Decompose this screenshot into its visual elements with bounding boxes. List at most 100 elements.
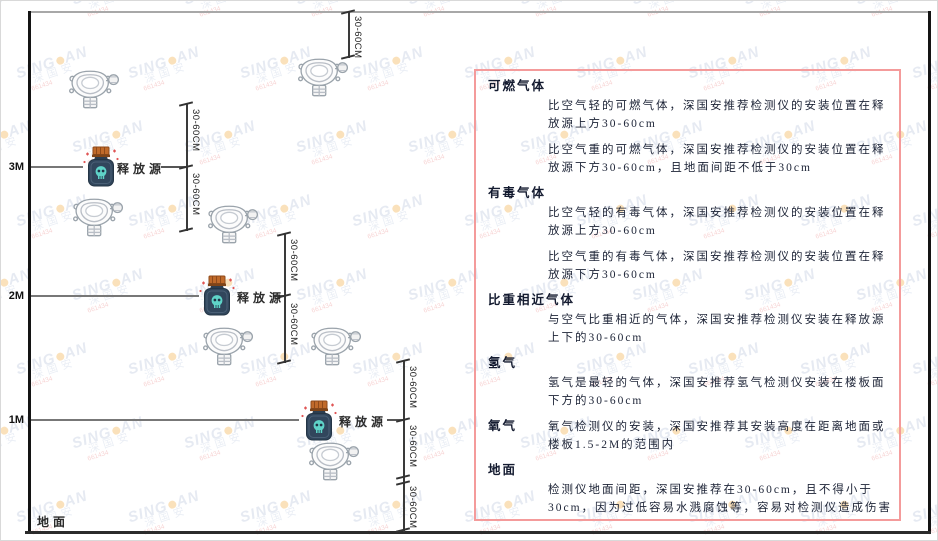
gas-detector-icon [203,327,254,366]
release-source [198,275,236,317]
dim-tick [276,359,292,365]
level-line-3m [31,166,83,168]
watermark-code: 661434 [87,1,150,19]
watermark-cn: 深国安 [311,1,372,12]
watermark-dot-icon [1,277,10,288]
gas-detector-icon [73,198,124,237]
watermark-dot-icon [166,351,178,362]
dim-label: 30-60CM [407,366,418,409]
gas-detector [199,324,255,368]
panel-paragraph: 比空气重的可燃气体，深国安推荐检测仪的安装位置在释放源下方30-60cm，且地面… [548,144,886,174]
panel-paragraph: 比空气重的有毒气体，深国安推荐检测仪的安装位置在释放源下方30-60cm [548,251,886,281]
dimension-line-2m [284,234,286,363]
right-wall-line [928,11,931,534]
dim-label: 30-60CM [407,486,418,529]
watermark-cn: 深国安 [535,1,596,12]
panel-paragraph: 氧气检测仪的安装，深国安推荐其安装高度在距离地面或楼板1.5-2M的范围内 [548,421,886,451]
panel-section-heading: 比重相近气体 [488,293,576,307]
dim-label: 30-60CM [352,16,363,59]
watermark-code: 661434 [311,1,374,19]
panel-section: 可燃气体 比空气轻的可燃气体，深国安推荐检测仪的安装位置在释放源上方30-60cm… [488,78,889,177]
watermark-dot-icon [110,129,122,140]
watermark-code: 661434 [310,153,334,167]
watermark-code: 661434 [871,1,934,19]
panel-inline-body: 氧气检测仪的安装，深国安推荐其安装高度在距离地面或楼板1.5-2M的范围内 [534,418,896,462]
watermark-dot-icon [166,499,178,510]
panel-section-heading: 地面 [488,463,518,477]
release-source-icon [83,146,119,187]
watermark-cn: 深国安 [367,208,414,234]
panel-paragraph: 比空气轻的可燃气体，深国安推荐检测仪的安装位置在释放源上方30-60cm [548,100,886,130]
gas-detector-icon [309,442,360,481]
watermark-code: 661434 [142,227,166,241]
panel-section: 有毒气体 比空气轻的有毒气体，深国安推荐检测仪的安装位置在释放源上方30-60cm… [488,185,889,284]
panel-paragraph: 检测仪地面间距，深国安推荐在30-60cm，且不得小于30cm，因为过低容易水溅… [548,484,893,514]
watermark-cn: 深国安 [199,430,246,456]
watermark-code: 661434 [198,153,222,167]
panel-section: 氧气 氧气检测仪的安装，深国安推荐其安装高度在距离地面或楼板1.5-2M的范围内 [488,418,889,462]
watermark-dot-icon [390,55,402,66]
watermark-cn: 深国安 [647,1,708,12]
watermark-dot-icon [166,55,178,66]
watermark-cn: 深国安 [87,430,134,456]
gas-detector [65,67,121,111]
watermark-cn: 深国安 [143,60,190,86]
watermark-code: 661434 [1,437,38,463]
left-wall-line [28,11,31,534]
gas-detector [305,439,361,483]
panel-paragraph: 比空气轻的有毒气体，深国安推荐检测仪的安装位置在释放源上方30-60cm [548,207,886,237]
watermark-dot-icon [110,425,122,436]
watermark-code: 661434 [30,375,54,389]
watermark-cn: 深国安 [311,282,358,308]
level-line-2m [31,295,199,297]
gas-detector [307,324,363,368]
watermark-cn: 深国安 [367,504,414,530]
watermark-dot-icon [390,203,402,214]
watermark-code: 661434 [366,375,390,389]
watermark-code: 661434 [647,1,710,19]
watermark-dot-icon [278,203,290,214]
watermark-code: 661434 [535,1,598,19]
axis-label-2m: 2M [8,290,24,302]
watermark-dot-icon [446,277,458,288]
release-source-icon [301,400,337,441]
watermark-cn: 深国安 [87,1,148,12]
watermark-dot-icon [222,425,234,436]
watermark-code: 661434 [366,227,390,241]
watermark-cn: 深国安 [367,356,414,382]
release-source-label: 释放源 [339,415,388,429]
connector-3m [161,166,186,168]
dim-label: 30-60CM [190,173,201,216]
gas-detector-icon [208,205,259,244]
connector-1m [387,419,403,421]
panel-paragraph: 与空气比重相近的气体，深国安推荐检测仪安装在释放源上下的30-60cm [548,314,886,344]
watermark-dot-icon [278,55,290,66]
gas-detector [294,55,350,99]
watermark-dot-icon [614,55,626,66]
watermark-dot-icon [838,55,850,66]
watermark-cn: 深国安 [31,356,78,382]
